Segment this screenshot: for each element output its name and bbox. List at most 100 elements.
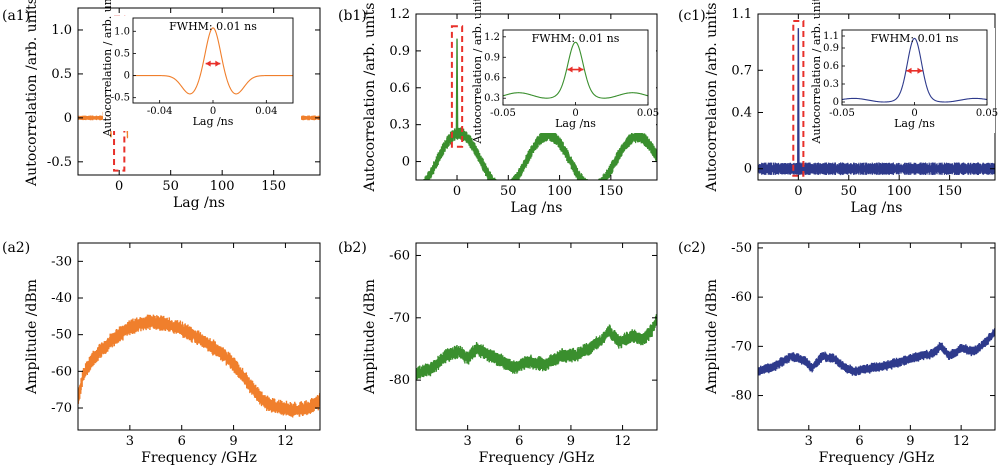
y-tick-label: 0.4 <box>731 105 752 120</box>
panel-b1: 0 50 100 150 0 0.3 0.6 0.9 1.2 Lag /ns Autocorrela… <box>338 0 659 216</box>
axes-frame <box>415 242 658 431</box>
x-tick-label: 150 <box>261 179 286 194</box>
zoom-box <box>450 25 464 148</box>
x-tick-label: 100 <box>210 179 235 194</box>
x-tick-label: 6 <box>178 434 186 449</box>
panel-c2: 3 6 9 12 -80 -70 -60 -50 Frequency /GHz Amplitude… <box>678 240 996 466</box>
inset-x-tick-label: 0 <box>210 106 216 117</box>
panel-a1: 0 50 100 150 -0.5 0 0.5 1.0 Lag /ns Autocorrelati… <box>2 0 321 211</box>
fwhm-arrowhead-left <box>567 66 573 73</box>
y-tick-label: -70 <box>389 311 410 326</box>
fwhm-arrowhead-right <box>578 66 584 73</box>
fwhm-arrowhead-left <box>906 67 912 74</box>
inset-x-tick-label: 0.05 <box>976 108 998 119</box>
x-axis-label: Frequency /GHz <box>479 450 595 466</box>
y-tick-label: -80 <box>731 389 752 404</box>
fwhm-annotation: FWHM: 0.01 ns <box>871 32 959 45</box>
y-tick-label: 0.6 <box>389 81 410 96</box>
panel-label: (c1) <box>678 8 706 24</box>
x-tick-label: 9 <box>567 434 575 449</box>
spectrum-trace <box>758 328 995 376</box>
inset-trace <box>502 41 649 99</box>
y-tick-label: 1.1 <box>731 7 752 22</box>
y-tick-label: 0.3 <box>389 118 410 133</box>
x-tick-label: 50 <box>162 179 179 194</box>
x-tick-label: 3 <box>805 434 813 449</box>
inset-x-tick-label: -0.05 <box>829 108 855 119</box>
inset-trace <box>133 27 293 95</box>
inset-y-axis-label: Autocorrelation / arb. units <box>101 0 114 137</box>
x-tick-label: 12 <box>614 434 631 449</box>
inset-y-tick-label: 0.9 <box>823 43 839 54</box>
inset-y-tick-label: 0.6 <box>823 61 839 72</box>
plot-data <box>78 314 320 418</box>
inset-y-tick-label: -0.5 <box>111 93 130 104</box>
y-axis-label: Amplitude /dBm <box>362 279 378 395</box>
x-tick-label: 6 <box>515 434 523 449</box>
x-tick-label: 0 <box>794 184 802 199</box>
y-axis-label: Autocorrelation /arb. units <box>24 0 40 187</box>
plot-data <box>421 38 657 180</box>
y-axis-label: Amplitude /dBm <box>24 279 40 395</box>
plot-data <box>758 28 995 176</box>
y-tick-label: -60 <box>731 290 752 305</box>
x-tick-label: 50 <box>500 184 517 199</box>
inset-x-tick-label: -0.04 <box>147 106 173 117</box>
x-axis-label: Frequency /GHz <box>819 450 935 466</box>
inset-y-tick-label: 1.1 <box>823 31 839 42</box>
y-tick-label: -50 <box>51 328 72 343</box>
y-tick-label: -80 <box>389 373 410 388</box>
acf-trace <box>758 162 995 176</box>
x-tick-label: 50 <box>840 184 857 199</box>
inset-y-tick-label: 0.6 <box>484 73 500 84</box>
plot-data <box>416 314 657 380</box>
inset-y-tick-label: 1.0 <box>114 26 130 37</box>
inset-x-axis-label: Lag /ns <box>894 117 935 130</box>
y-tick-label: 0 <box>744 162 752 177</box>
y-tick-label: 0 <box>402 155 410 170</box>
panel-label: (a1) <box>2 8 30 24</box>
inset-y-tick-label: 0.9 <box>484 52 500 63</box>
y-tick-label: 0.7 <box>731 63 752 78</box>
acf-trace <box>421 127 657 180</box>
y-tick-label: -60 <box>51 364 72 379</box>
x-tick-label: 150 <box>937 184 962 199</box>
inset-x-tick-label: 0.04 <box>255 106 277 117</box>
x-tick-label: 6 <box>855 434 863 449</box>
x-axis-label: Lag /ns <box>173 195 225 211</box>
y-tick-label: -50 <box>731 241 752 256</box>
panel-label: (a2) <box>2 240 30 256</box>
x-tick-label: 12 <box>277 434 294 449</box>
x-tick-label: 100 <box>547 184 572 199</box>
inset-x-tick-label: -0.05 <box>490 108 516 119</box>
fwhm-annotation: FWHM: 0.01 ns <box>532 32 620 45</box>
x-tick-label: 9 <box>906 434 914 449</box>
inset-y-axis-label: Autocorrelation / arb. units <box>471 0 484 144</box>
panel-label: (b2) <box>338 240 367 256</box>
y-tick-label: -60 <box>389 248 410 263</box>
inset-y-tick-label: 0.5 <box>114 48 130 59</box>
inset-y-tick-label: 1.2 <box>484 32 500 43</box>
spectrum-trace <box>416 314 657 380</box>
y-tick-label: -70 <box>51 401 72 416</box>
inset-y-tick-label: 0 <box>833 97 839 108</box>
y-tick-label: 1.2 <box>389 7 410 22</box>
y-tick-label: -30 <box>51 254 72 269</box>
inset: -0.05 0 0.05 0.3 0.6 0.9 1.2 Lag /ns Autocorrela… <box>471 0 659 144</box>
inset-x-axis-label: Lag /ns <box>193 115 234 128</box>
acf-peak <box>797 28 800 169</box>
inset-x-axis-label: Lag /ns <box>555 117 596 130</box>
inset-x-tick-label: 0.05 <box>637 108 659 119</box>
panel-label: (c2) <box>678 240 706 256</box>
inset-background <box>103 16 301 131</box>
x-tick-label: 0 <box>115 179 123 194</box>
x-tick-label: 9 <box>229 434 237 449</box>
x-axis-label: Lag /ns <box>511 200 563 216</box>
inset-x-tick-label: 0 <box>572 108 578 119</box>
fwhm-arrowhead-left <box>205 60 211 67</box>
panel-a2: 3 6 9 12 -70 -60 -50 -40 -30 Frequency /GHz Amplit… <box>2 240 321 466</box>
panel-c1: 0 50 100 150 0 0.4 0.7 1.1 Lag /ns Autocorrelatio… <box>678 0 998 216</box>
inset-trace <box>841 37 988 103</box>
